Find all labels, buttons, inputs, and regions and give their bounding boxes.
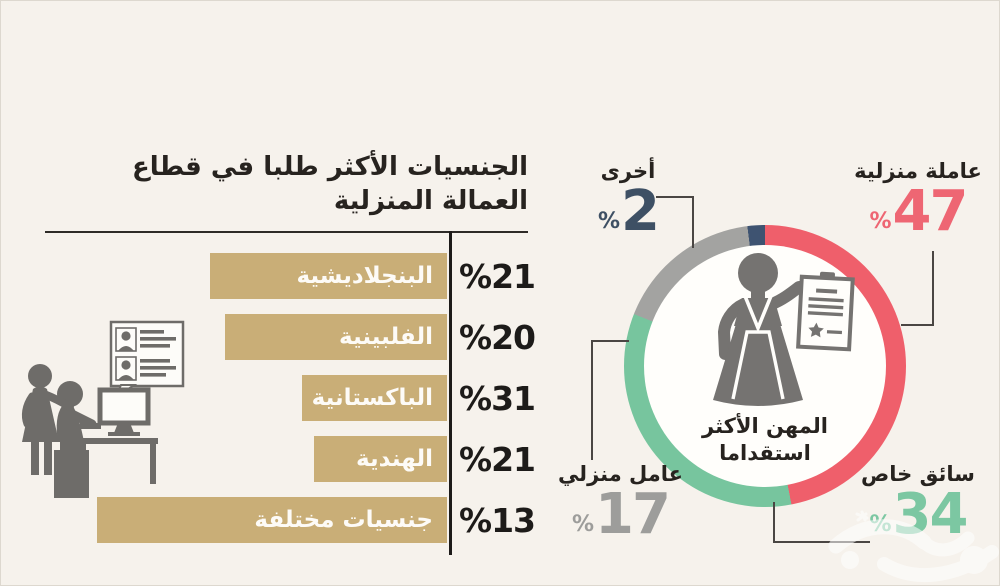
- callout-houseworker-label: عامل منزلي: [557, 462, 683, 486]
- donut-center-title-line2: استقداما: [719, 440, 811, 465]
- callout-housemaid-label: عاملة منزلية: [854, 159, 982, 183]
- bar-label: البنجلاديشية: [296, 263, 433, 289]
- connector-housemaid-v: [932, 251, 934, 326]
- bar-value: %20: [459, 318, 536, 357]
- callout-housemaid-value: % 47: [869, 179, 969, 244]
- callout-other-value: % 2: [597, 179, 660, 244]
- percent-sign: %: [869, 209, 892, 235]
- bar-value: %13: [459, 501, 536, 540]
- bar-label: الهندية: [356, 446, 433, 472]
- bar-row-0: البنجلاديشية: [210, 253, 447, 299]
- connector-driver-h: [773, 541, 870, 543]
- connector-housemaid-h: [901, 324, 934, 326]
- bar-axis-line: [449, 231, 452, 555]
- connector-other-h: [656, 196, 694, 198]
- callout-driver-label: سائق خاص: [861, 462, 975, 486]
- recruitment-scene-icon: [21, 320, 185, 498]
- bar-chart-title: الجنسيات الأكثر طلبا في قطاع العمالة الم…: [45, 150, 528, 219]
- bar-value: %31: [459, 379, 536, 418]
- callout-houseworker: عامل منزلي % 17: [557, 462, 683, 547]
- bar-row-1: الفلبينية: [225, 314, 447, 360]
- bar-value: %21: [459, 257, 536, 296]
- connector-other-v: [692, 196, 694, 248]
- connector-houseworker-h: [591, 340, 629, 342]
- watermark-logo: [828, 510, 999, 583]
- maid-icon: [713, 253, 855, 406]
- percent-sign: %: [572, 512, 595, 538]
- bar-chart-title-line2: العمالة المنزلية: [333, 186, 528, 217]
- donut-center-title-line1: المهن الأكثر: [702, 414, 828, 438]
- bar-row-2: الباكستانية: [302, 375, 447, 421]
- bar-value: %21: [459, 440, 536, 479]
- callout-other: أخرى % 2: [573, 159, 683, 244]
- connector-driver-v: [773, 502, 775, 543]
- callout-houseworker-value: % 17: [572, 482, 671, 547]
- connector-houseworker-v: [591, 340, 593, 460]
- callout-other-label: أخرى: [600, 159, 656, 183]
- callout-housemaid: عاملة منزلية % 47: [843, 159, 993, 244]
- donut-center-title: المهن الأكثر استقداما: [665, 413, 865, 467]
- bar-label: جنسيات مختلفة: [254, 507, 433, 533]
- bar-label: الباكستانية: [311, 385, 433, 411]
- percent-sign: %: [597, 209, 621, 235]
- bar-label: الفلبينية: [339, 324, 433, 350]
- bar-row-3: الهندية: [314, 436, 447, 482]
- title-underline: [45, 231, 528, 233]
- bar-chart-title-line1: الجنسيات الأكثر طلبا في قطاع: [131, 152, 528, 182]
- bar-row-4: جنسيات مختلفة: [97, 497, 447, 543]
